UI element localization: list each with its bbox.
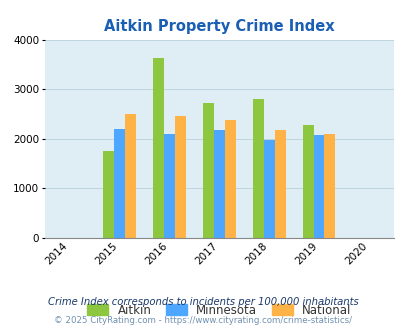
Bar [103, 151, 114, 238]
Bar [175, 116, 185, 238]
Bar [125, 114, 136, 238]
Bar [274, 130, 285, 238]
Bar [224, 120, 235, 238]
Title: Aitkin Property Crime Index: Aitkin Property Crime Index [104, 19, 334, 34]
Bar [153, 58, 164, 238]
Bar [263, 140, 274, 238]
Bar [202, 103, 213, 238]
Bar [324, 134, 335, 238]
Bar [164, 134, 175, 238]
Text: Crime Index corresponds to incidents per 100,000 inhabitants: Crime Index corresponds to incidents per… [47, 297, 358, 307]
Bar [313, 135, 324, 238]
Bar [302, 125, 313, 238]
Legend: Aitkin, Minnesota, National: Aitkin, Minnesota, National [82, 299, 356, 321]
Bar [114, 129, 125, 238]
Bar [252, 99, 263, 238]
Text: © 2025 CityRating.com - https://www.cityrating.com/crime-statistics/: © 2025 CityRating.com - https://www.city… [54, 316, 351, 325]
Bar [213, 130, 224, 238]
